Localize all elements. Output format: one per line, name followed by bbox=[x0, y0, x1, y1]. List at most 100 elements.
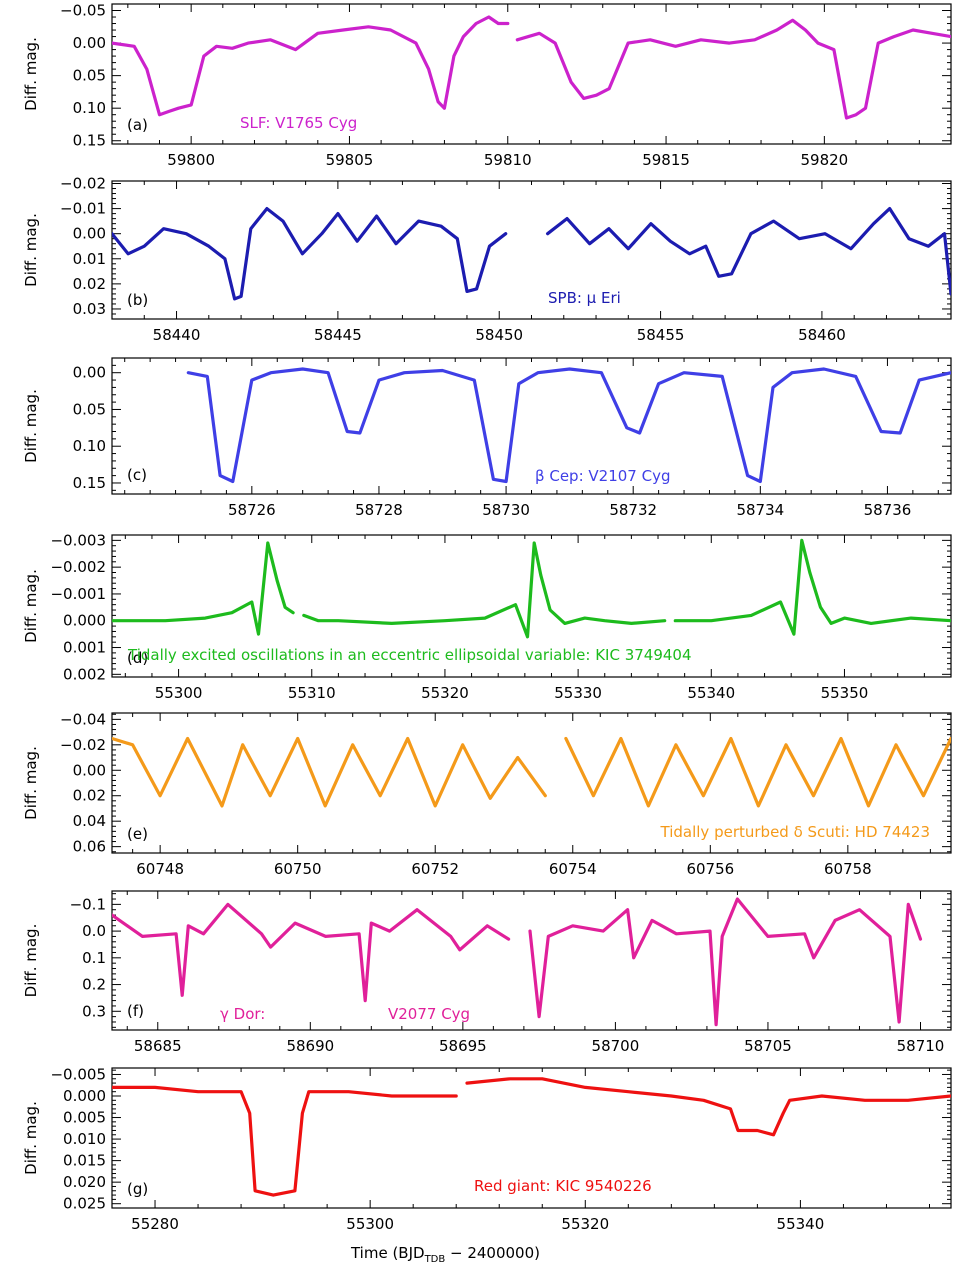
light-curve-segment-0 bbox=[112, 15, 510, 117]
plot-frame bbox=[111, 1067, 952, 1209]
x-tick-label: 55340 bbox=[687, 684, 735, 702]
xlabel-subscript: TDB bbox=[424, 1254, 446, 1265]
star-annotation: γ Dor: bbox=[220, 1005, 265, 1023]
plot-frame bbox=[111, 890, 952, 1031]
x-tick-label: 58445 bbox=[314, 326, 362, 344]
panel-f: 58685 58690 58695 58700 58705 58710 −0.1 0.0 0.1… bbox=[22, 890, 952, 1055]
x-tick-label: 60756 bbox=[686, 860, 734, 878]
plot-frame bbox=[111, 712, 952, 854]
x-tick-label: 58685 bbox=[134, 1037, 182, 1055]
x-tick-label: 58726 bbox=[228, 501, 276, 519]
x-tick-label: 55300 bbox=[346, 1215, 394, 1233]
time-axis-label: Time (BJDTDB − 2400000) bbox=[350, 1244, 540, 1265]
y-tick-label: 0.10 bbox=[73, 437, 106, 455]
panel-label: (d) bbox=[127, 649, 148, 667]
y-tick-label: 0.015 bbox=[63, 1152, 106, 1170]
xlabel-main: Time (BJD bbox=[350, 1244, 425, 1262]
star-annotation: Tidally perturbed δ Scuti: HD 74423 bbox=[660, 823, 930, 841]
y-tick-label: 0.2 bbox=[82, 976, 106, 994]
series-group bbox=[112, 15, 951, 120]
light-curve-segment-1 bbox=[465, 1077, 951, 1137]
star-annotation: SPB: μ Eri bbox=[548, 289, 621, 307]
x-tick-label: 55330 bbox=[554, 684, 602, 702]
y-tick-label: 0.04 bbox=[73, 812, 106, 830]
panel-label: (b) bbox=[127, 291, 148, 309]
y-tick-label: −0.02 bbox=[60, 736, 106, 754]
y-axis-label: Diff. mag. bbox=[22, 37, 40, 111]
x-tick-label: 55350 bbox=[821, 684, 869, 702]
y-tick-label: 0.025 bbox=[63, 1195, 106, 1213]
light-curve-segment-1 bbox=[546, 207, 951, 296]
panel-c: 58726 58728 58730 58732 58734 58736 0.00 0.05 0.… bbox=[22, 357, 952, 519]
y-tick-label: 0.010 bbox=[63, 1130, 106, 1148]
y-tick-label: −0.01 bbox=[60, 200, 106, 218]
y-tick-label: 0.0 bbox=[82, 922, 106, 940]
y-tick-label: −0.1 bbox=[70, 895, 106, 913]
plot-frame bbox=[111, 357, 952, 495]
y-tick-label: 0.03 bbox=[73, 300, 106, 318]
x-tick-label: 58440 bbox=[153, 326, 201, 344]
panel-label: (a) bbox=[127, 116, 148, 134]
y-tick-label: −0.002 bbox=[50, 558, 106, 576]
light-curve-segment-0 bbox=[186, 367, 951, 484]
series-group bbox=[112, 207, 951, 301]
x-tick-label: 59800 bbox=[167, 151, 215, 169]
x-tick-label: 58734 bbox=[736, 501, 784, 519]
x-tick-label: 60750 bbox=[274, 860, 322, 878]
panel-label: (f) bbox=[127, 1002, 144, 1020]
y-tick-label: 0.005 bbox=[63, 1109, 106, 1127]
y-tick-label: 0.1 bbox=[82, 949, 106, 967]
light-curve-segment-0 bbox=[112, 207, 508, 301]
x-tick-label: 60752 bbox=[411, 860, 459, 878]
x-tick-label: 55320 bbox=[561, 1215, 609, 1233]
y-tick-label: 0.00 bbox=[73, 761, 106, 779]
x-tick-label: 55320 bbox=[421, 684, 469, 702]
x-tick-label: 55300 bbox=[155, 684, 203, 702]
y-tick-label: 0.02 bbox=[73, 787, 106, 805]
panel-d: 55300 55310 55320 55330 55340 55350 −0.003 −0.0… bbox=[22, 531, 952, 702]
star-annotation: β Cep: V2107 Cyg bbox=[535, 467, 670, 485]
x-tick-label: 59820 bbox=[800, 151, 848, 169]
y-tick-label: 0.00 bbox=[73, 34, 106, 52]
star-annotation: Tidally excited oscillations in an eccen… bbox=[127, 646, 692, 664]
y-tick-label: −0.001 bbox=[50, 585, 106, 603]
x-tick-label: 58700 bbox=[592, 1037, 640, 1055]
light-curve-segment-0 bbox=[112, 736, 547, 808]
x-tick-label: 60758 bbox=[824, 860, 872, 878]
x-tick-label: 55280 bbox=[131, 1215, 179, 1233]
y-axis-label: Diff. mag. bbox=[22, 213, 40, 287]
y-tick-label: 0.00 bbox=[73, 364, 106, 382]
y-axis-label: Diff. mag. bbox=[22, 569, 40, 643]
x-tick-label: 58710 bbox=[897, 1037, 945, 1055]
y-tick-label: 0.05 bbox=[73, 67, 106, 85]
svg-text:Time (BJDTDB − 2400000): Time (BJDTDB − 2400000) bbox=[350, 1244, 540, 1265]
light-curve-segment-1 bbox=[515, 18, 951, 120]
y-tick-label: −0.005 bbox=[50, 1065, 106, 1083]
x-tick-label: 58705 bbox=[744, 1037, 792, 1055]
x-tick-label: 58460 bbox=[798, 326, 846, 344]
series-group bbox=[112, 897, 923, 1027]
y-axis-label: Diff. mag. bbox=[22, 924, 40, 998]
y-tick-label: 0.10 bbox=[73, 99, 106, 117]
star-annotation: SLF: V1765 Cyg bbox=[240, 114, 357, 132]
y-axis-label: Diff. mag. bbox=[22, 1101, 40, 1175]
y-tick-label: 0.02 bbox=[73, 275, 106, 293]
y-tick-label: 0.15 bbox=[73, 474, 106, 492]
x-tick-label: 60754 bbox=[549, 860, 597, 878]
star-annotation: Red giant: KIC 9540226 bbox=[474, 1177, 652, 1195]
panel-label: (c) bbox=[127, 466, 147, 484]
x-tick-label: 58730 bbox=[482, 501, 530, 519]
panel-label: (g) bbox=[127, 1180, 148, 1198]
panel-b: 58440 58445 58450 58455 58460 −0.02 −0.01 0.00 0… bbox=[22, 175, 952, 344]
light-curve-segment-0 bbox=[112, 1085, 458, 1197]
y-axis-label: Diff. mag. bbox=[22, 746, 40, 820]
y-tick-label: 0.06 bbox=[73, 838, 106, 856]
y-tick-label: 0.002 bbox=[63, 665, 106, 683]
x-tick-label: 59805 bbox=[326, 151, 374, 169]
y-tick-label: 0.020 bbox=[63, 1173, 106, 1191]
plot-frame bbox=[111, 534, 952, 678]
y-tick-label: −0.05 bbox=[60, 2, 106, 20]
x-tick-label: 55340 bbox=[777, 1215, 825, 1233]
light-curve-segment-0 bbox=[112, 902, 511, 1003]
